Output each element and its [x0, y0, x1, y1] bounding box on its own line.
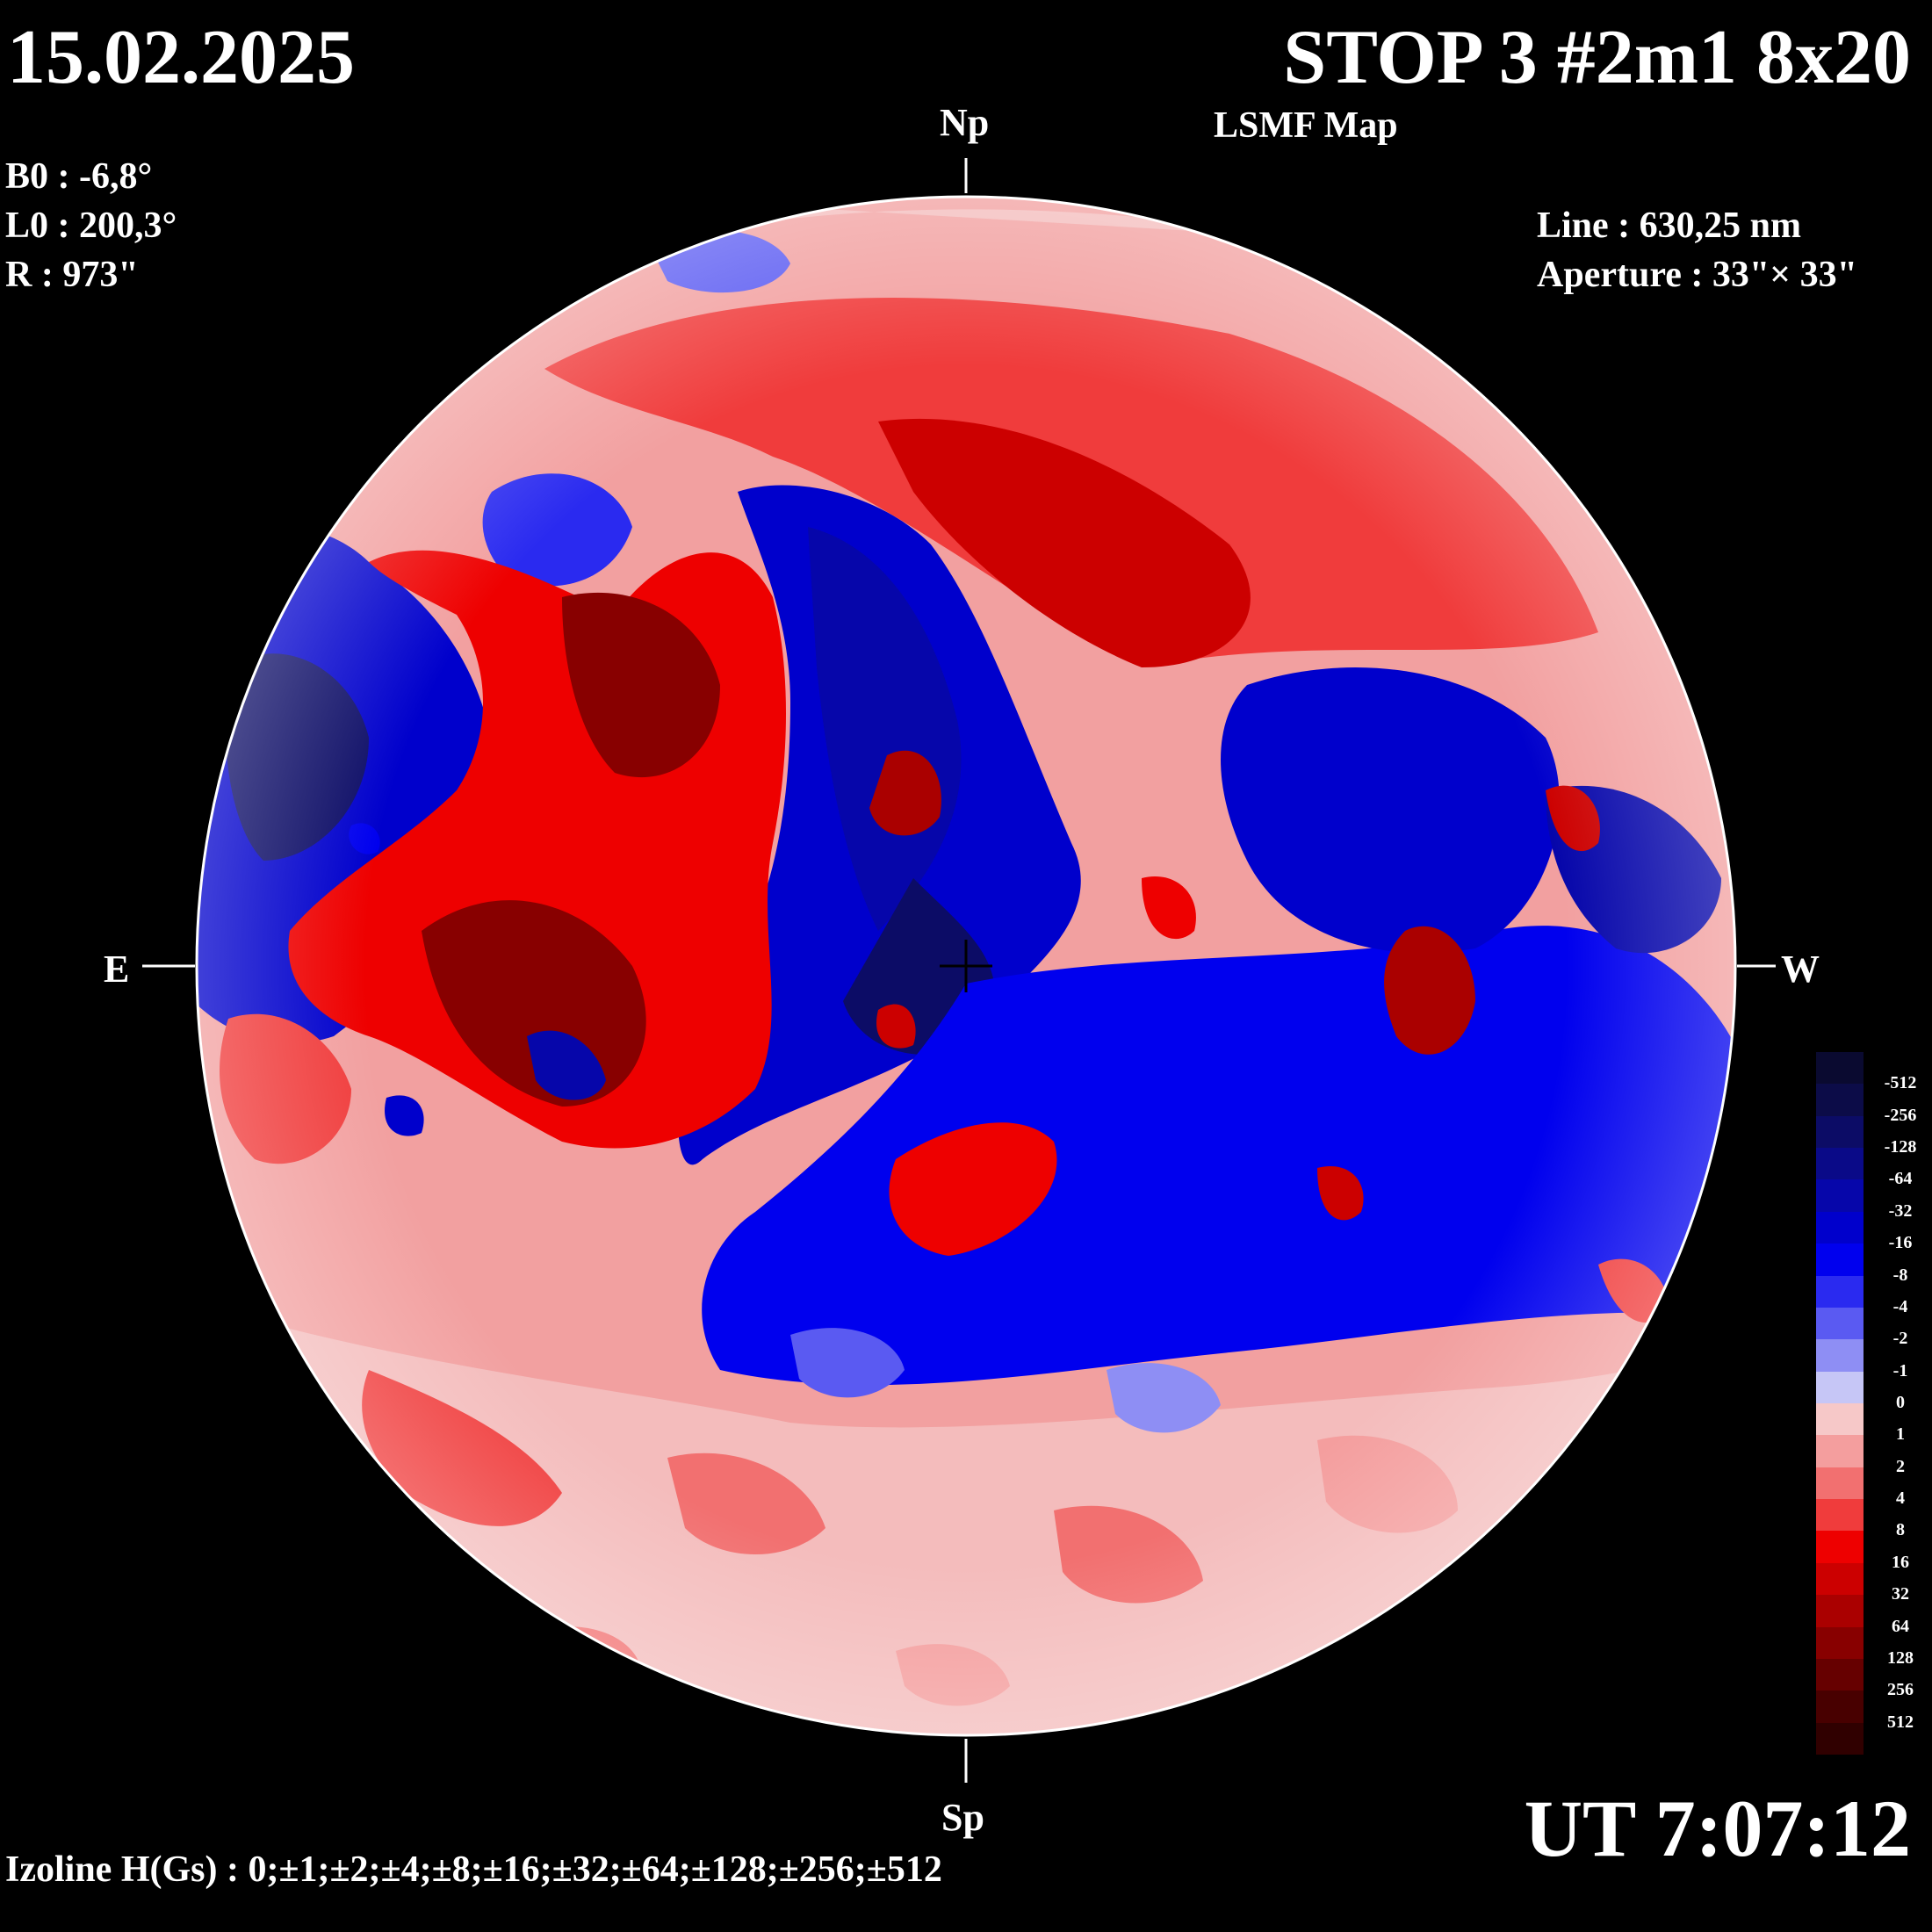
disk-center-cross: [940, 940, 992, 992]
colorbar-segment: [1816, 1371, 1864, 1404]
colorbar-label: 8: [1896, 1520, 1905, 1540]
isoline-legend: Izoline H(Gs) : 0;±1;±2;±4;±8;±16;±32;±6…: [5, 1849, 942, 1890]
colorbar-segment: [1816, 1658, 1864, 1691]
south-pole-label: Sp: [941, 1796, 984, 1839]
colorbar-label: 16: [1892, 1552, 1909, 1572]
north-pole-label: Np: [940, 101, 990, 144]
colorbar-label: -8: [1892, 1265, 1908, 1285]
colorbar-label: -64: [1888, 1169, 1913, 1189]
colorbar-segment: [1816, 1467, 1864, 1500]
colorbar-segment: [1816, 1179, 1864, 1213]
colorbar-label: 32: [1892, 1584, 1909, 1604]
param-radius: R : 973": [5, 255, 139, 295]
colorbar-label: -128: [1884, 1137, 1917, 1157]
colorbar-segment: [1816, 1052, 1864, 1085]
observation-time: UT 7:07:12: [1524, 1784, 1911, 1873]
colorbar-label: 512: [1887, 1712, 1914, 1732]
solar-disk: [197, 197, 1735, 1735]
colorbar-segment: [1816, 1211, 1864, 1244]
colorbar-label: -2: [1892, 1329, 1908, 1349]
observation-date: 15.02.2025: [7, 15, 355, 100]
param-l0: L0 : 200,3°: [5, 205, 177, 246]
param-b0: B0 : -6,8°: [5, 156, 153, 197]
colorbar-label: 4: [1896, 1489, 1905, 1509]
colorbar-label: -32: [1888, 1200, 1913, 1221]
colorbar-segment: [1816, 1275, 1864, 1308]
colorbar-segment: [1816, 1307, 1864, 1340]
colorbar-segment: [1816, 1722, 1864, 1755]
colorbar-segment: [1816, 1595, 1864, 1628]
colorbar-segment: [1816, 1084, 1864, 1117]
colorbar-label: -16: [1888, 1233, 1913, 1253]
east-label: E: [104, 948, 130, 991]
colorbar-segment: [1816, 1499, 1864, 1532]
colorbar-label: 128: [1887, 1647, 1914, 1668]
colorbar-segment: [1816, 1435, 1864, 1468]
colorbar-segment: [1816, 1115, 1864, 1149]
colorbar-label: -256: [1884, 1105, 1917, 1125]
colorbar-label: 0: [1896, 1393, 1905, 1412]
aperture: Aperture : 33"× 33": [1537, 255, 1857, 295]
colorbar-label: -1: [1892, 1360, 1908, 1381]
axis-ticks: [142, 158, 1776, 1783]
colorbar-segment: [1816, 1244, 1864, 1277]
west-label: W: [1781, 948, 1820, 991]
colorbar-label: -4: [1892, 1296, 1908, 1316]
colorbar-label: 2: [1896, 1456, 1905, 1476]
colorbar-segment: [1816, 1339, 1864, 1373]
colorbar-segment: [1816, 1562, 1864, 1596]
colorbar-segment: [1816, 1148, 1864, 1180]
map-title: STOP 3 #2m1 8x20: [1283, 15, 1911, 100]
colorbar-segment: [1816, 1690, 1864, 1724]
colorbar: [1816, 1052, 1864, 1755]
colorbar-segment: [1816, 1626, 1864, 1660]
colorbar-label: 64: [1892, 1616, 1909, 1636]
colorbar-label: 1: [1896, 1424, 1905, 1445]
colorbar-segment: [1816, 1403, 1864, 1436]
colorbar-label: 256: [1887, 1680, 1914, 1700]
map-subtitle: LSMF Map: [1214, 105, 1398, 146]
spectral-line: Line : 630,25 nm: [1537, 205, 1802, 246]
colorbar-segment: [1816, 1531, 1864, 1564]
colorbar-label: -512: [1884, 1073, 1917, 1093]
